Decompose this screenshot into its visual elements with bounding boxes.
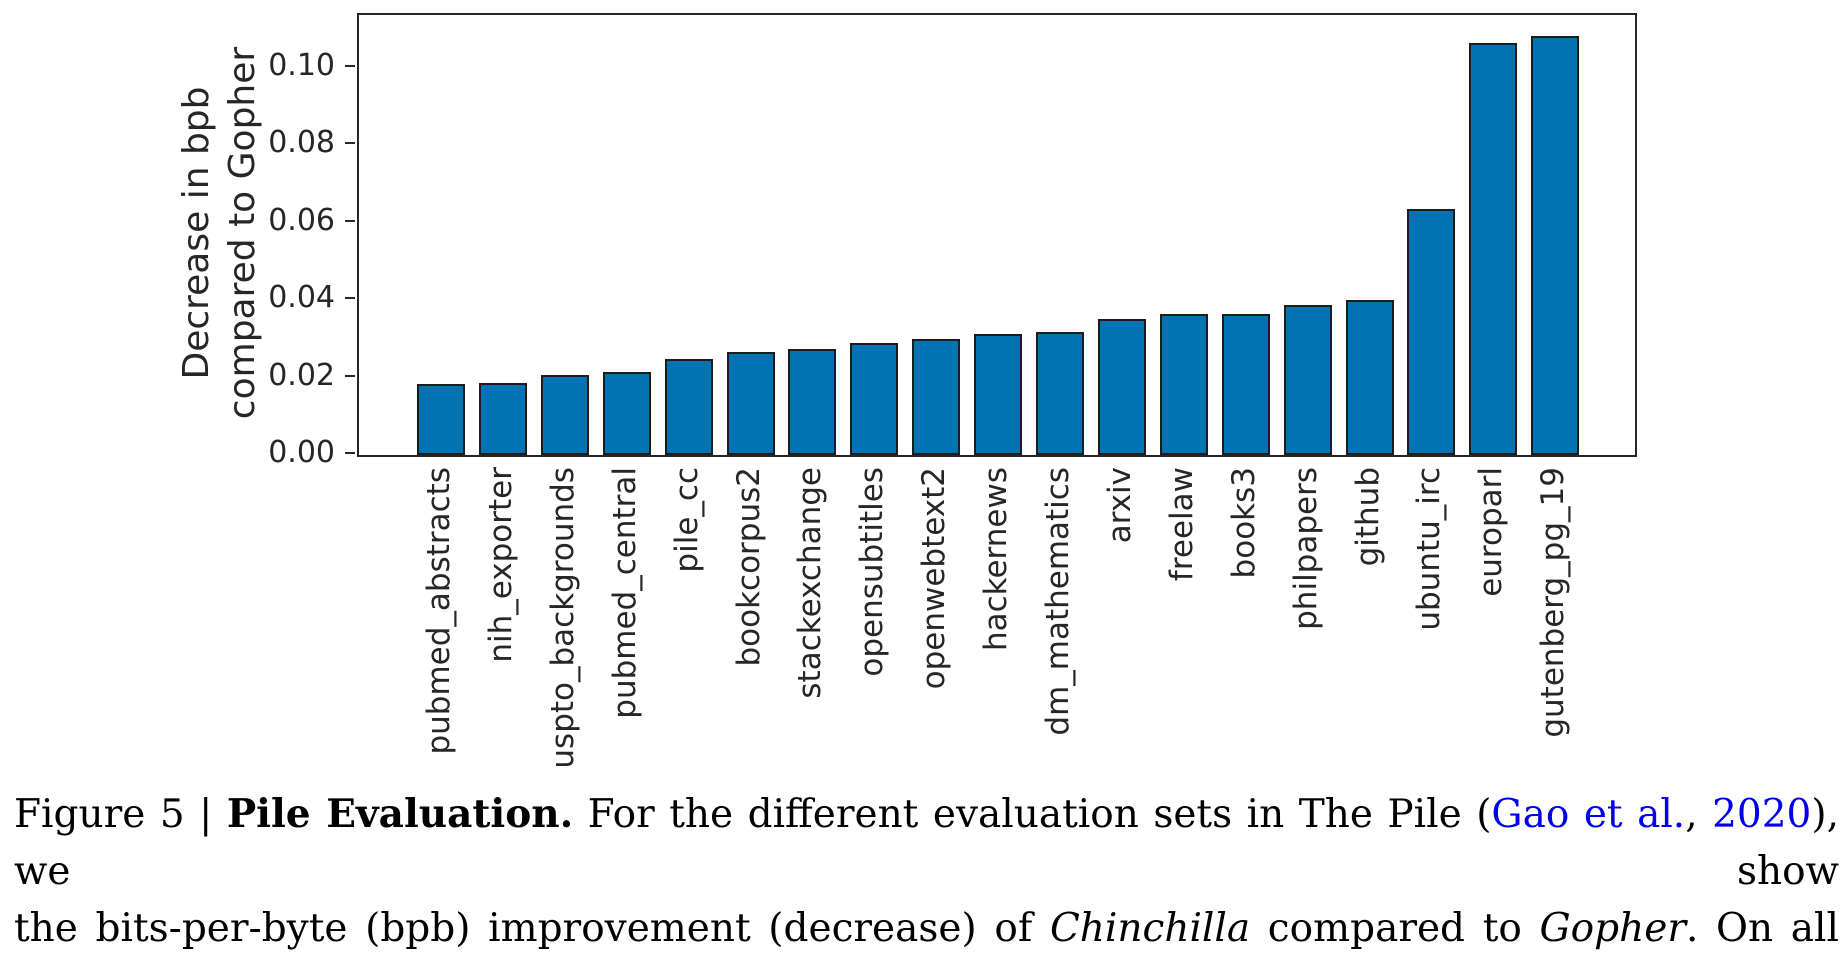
y-tick-label: 0.00 bbox=[268, 435, 335, 470]
bar-europarl bbox=[1469, 43, 1518, 455]
bar-stackexchange bbox=[788, 349, 837, 455]
citation-link[interactable]: 2020 bbox=[1712, 792, 1812, 837]
bar-gutenberg_pg_19 bbox=[1531, 36, 1580, 455]
x-tick-label-philpapers: philpapers bbox=[1287, 467, 1324, 630]
x-tick-label-pubmed_central: pubmed_central bbox=[606, 467, 643, 719]
caption-text: ), we show bbox=[14, 792, 1839, 894]
x-tick-label-arxiv: arxiv bbox=[1101, 467, 1138, 544]
bar-hackernews bbox=[974, 334, 1023, 455]
x-tick-label-pile_cc: pile_cc bbox=[668, 467, 705, 573]
y-tick-label: 0.08 bbox=[268, 125, 335, 160]
bar-arxiv bbox=[1097, 319, 1146, 455]
x-tick-label-europarl: europarl bbox=[1473, 467, 1510, 597]
bar-freelaw bbox=[1159, 314, 1208, 455]
y-tick-label: 0.06 bbox=[268, 202, 335, 238]
caption-text: , bbox=[1685, 792, 1713, 837]
bar-opensubtitles bbox=[850, 343, 899, 455]
x-tick-label-gutenberg_pg_19: gutenberg_pg_19 bbox=[1535, 467, 1572, 738]
x-tick-label-openwebtext2: openwebtext2 bbox=[916, 467, 953, 690]
caption-text: the bits-per-byte (bpb) improvement (dec… bbox=[14, 906, 1050, 951]
bar-philpapers bbox=[1283, 305, 1332, 455]
y-tick-mark bbox=[345, 142, 355, 144]
bar-ubuntu_irc bbox=[1407, 209, 1456, 455]
bar-dm_mathematics bbox=[1036, 332, 1084, 455]
bar-pubmed_abstracts bbox=[417, 384, 465, 455]
x-tick-label-nih_exporter: nih_exporter bbox=[482, 467, 519, 663]
bar-uspto_backgrounds bbox=[540, 375, 589, 455]
bar-openwebtext2 bbox=[912, 339, 961, 455]
x-tick-label-uspto_backgrounds: uspto_backgrounds bbox=[544, 467, 581, 769]
y-tick-mark bbox=[345, 452, 355, 454]
caption-text: Gopher bbox=[1539, 906, 1686, 951]
y-tick-label: 0.04 bbox=[268, 280, 335, 315]
x-tick-label-freelaw: freelaw bbox=[1163, 467, 1200, 582]
y-tick-mark bbox=[345, 64, 355, 67]
bar-nih_exporter bbox=[478, 383, 527, 455]
caption-text: compared to bbox=[1250, 906, 1540, 951]
caption-line: the bits-per-byte (bpb) improvement (dec… bbox=[14, 900, 1839, 964]
bar-bookcorpus2 bbox=[726, 352, 775, 455]
y-axis-label-line-1: Decrease in bpb bbox=[176, 86, 217, 380]
x-tick-label-opensubtitles: opensubtitles bbox=[854, 467, 891, 677]
citation-link[interactable]: Gao et al. bbox=[1491, 792, 1686, 837]
x-tick-label-ubuntu_irc: ubuntu_irc bbox=[1411, 467, 1448, 631]
x-tick-label-stackexchange: stackexchange bbox=[792, 467, 829, 699]
x-tick-label-hackernews: hackernews bbox=[978, 467, 1015, 652]
caption-line: Figure 5 | Pile Evaluation. For the diff… bbox=[14, 786, 1839, 900]
caption-text: Chinchilla bbox=[1049, 906, 1251, 951]
y-tick-mark bbox=[345, 297, 355, 299]
x-tick-label-github: github bbox=[1349, 467, 1386, 567]
y-tick-label: 0.10 bbox=[268, 47, 335, 83]
plot-area bbox=[357, 13, 1637, 457]
bar-books3 bbox=[1221, 314, 1270, 455]
x-tick-label-pubmed_abstracts: pubmed_abstracts bbox=[421, 467, 457, 755]
y-tick-mark bbox=[345, 374, 355, 377]
caption-text: . On all subsets, bbox=[14, 906, 1839, 964]
x-tick-label-dm_mathematics: dm_mathematics bbox=[1040, 467, 1076, 736]
bar-github bbox=[1345, 300, 1394, 455]
caption-text: For the different evaluation sets in The… bbox=[573, 792, 1492, 837]
x-tick-label-books3: books3 bbox=[1225, 467, 1262, 579]
figure-caption: Figure 5 | Pile Evaluation. For the diff… bbox=[14, 786, 1839, 964]
y-tick-mark bbox=[345, 219, 355, 222]
bar-pubmed_central bbox=[602, 372, 651, 455]
x-tick-label-bookcorpus2: bookcorpus2 bbox=[730, 467, 767, 667]
caption-text: Pile Evaluation. bbox=[226, 791, 574, 837]
caption-text: Figure 5 | bbox=[14, 792, 227, 837]
bar-pile_cc bbox=[664, 359, 713, 455]
y-tick-label: 0.02 bbox=[268, 357, 335, 393]
